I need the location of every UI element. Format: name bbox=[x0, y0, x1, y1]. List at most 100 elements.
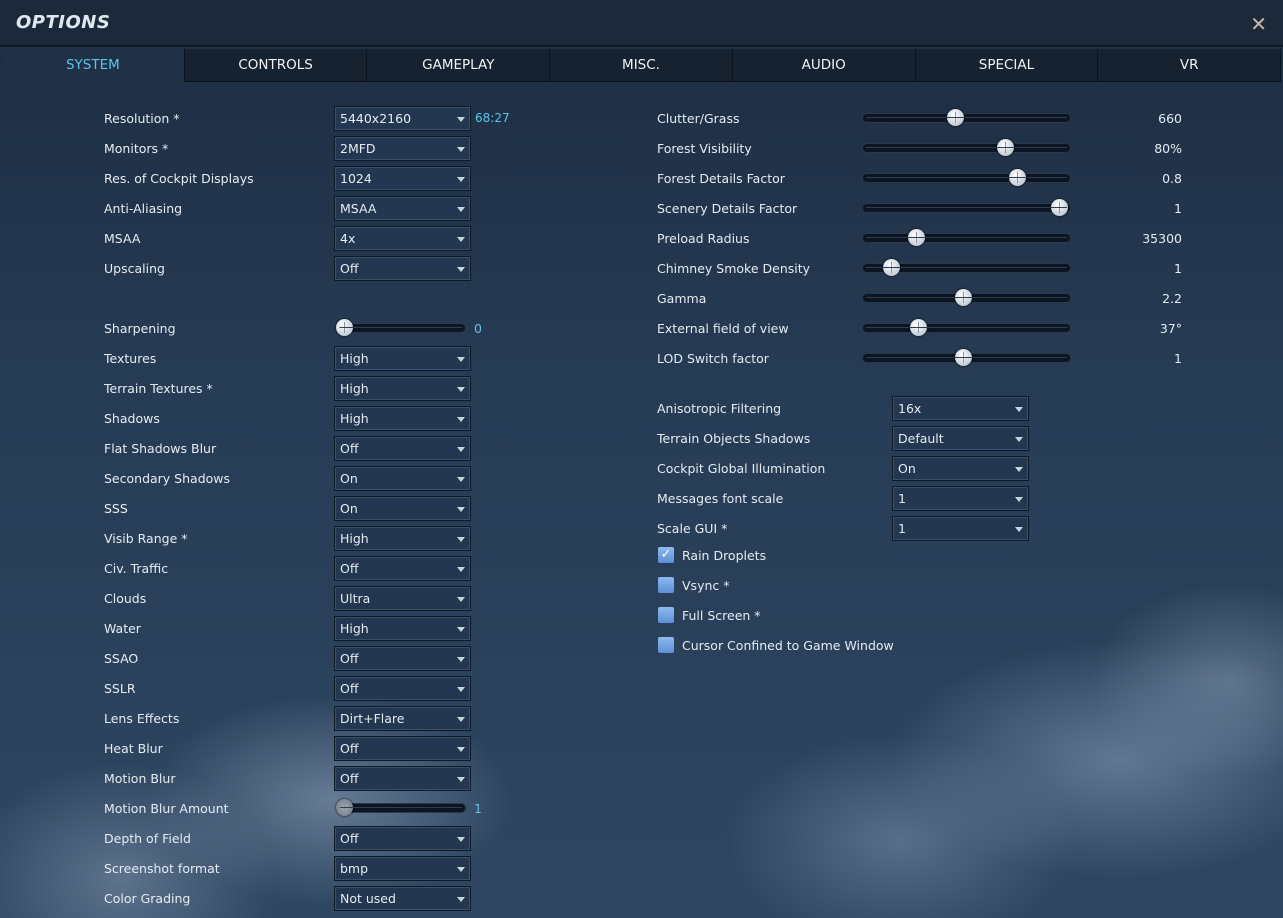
chevron-down-icon bbox=[457, 356, 465, 362]
upscaling-dropdown[interactable]: Off bbox=[334, 255, 471, 281]
depth-of-field-dropdown[interactable]: Off bbox=[334, 825, 471, 851]
slider-thumb[interactable] bbox=[910, 319, 928, 336]
slider-thumb[interactable] bbox=[908, 229, 926, 246]
msaa-dropdown[interactable]: 4x bbox=[334, 225, 471, 251]
anisotropic-filtering-dropdown[interactable]: 16x bbox=[892, 395, 1029, 421]
sharpening-slider[interactable] bbox=[336, 319, 466, 336]
cursor-confined-to-game-window-label[interactable]: Cursor Confined to Game Window bbox=[682, 637, 894, 653]
motion-blur-label: Motion Blur bbox=[104, 770, 176, 786]
textures-dropdown[interactable]: High bbox=[334, 345, 471, 371]
anisotropic-filtering-label: Anisotropic Filtering bbox=[657, 400, 782, 416]
motion-blur-amount-label: Motion Blur Amount bbox=[104, 800, 229, 816]
flat-shadows-blur-dropdown[interactable]: Off bbox=[334, 435, 471, 461]
slider-thumb[interactable] bbox=[997, 139, 1015, 156]
chevron-down-icon bbox=[457, 206, 465, 212]
visib-range-value: High bbox=[340, 530, 369, 546]
motion-blur-amount-slider[interactable] bbox=[336, 799, 466, 816]
screenshot-format-value: bmp bbox=[340, 860, 369, 876]
terrain-textures-dropdown[interactable]: High bbox=[334, 375, 471, 401]
ssao-dropdown[interactable]: Off bbox=[334, 645, 471, 671]
right-group-checkboxes: ✓ Rain Droplets Vsync * Full Screen * Cursor… bbox=[657, 540, 1057, 660]
slider-thumb[interactable] bbox=[946, 109, 964, 126]
forest-visibility-slider[interactable] bbox=[862, 139, 1071, 156]
slider-thumb[interactable] bbox=[1008, 169, 1026, 186]
water-dropdown[interactable]: High bbox=[334, 615, 471, 641]
sslr-value: Off bbox=[340, 680, 359, 696]
forest-details-factor-label: Forest Details Factor bbox=[657, 170, 785, 186]
tab-system[interactable]: SYSTEM bbox=[2, 49, 185, 82]
terrain-objects-shadows-dropdown[interactable]: Default bbox=[892, 425, 1029, 451]
anisotropic-filtering-value: 16x bbox=[898, 400, 922, 416]
tab-gameplay[interactable]: GAMEPLAY bbox=[367, 49, 551, 82]
resolution-label: Resolution * bbox=[104, 110, 180, 126]
chevron-down-icon bbox=[457, 146, 465, 152]
sslr-label: SSLR bbox=[104, 680, 136, 696]
rain-droplets-label[interactable]: Rain Droplets bbox=[682, 547, 767, 563]
slider-thumb[interactable] bbox=[954, 349, 972, 366]
resolution-dropdown[interactable]: 5440x2160 bbox=[334, 105, 471, 131]
preload-radius-slider[interactable] bbox=[862, 229, 1071, 246]
visib-range-dropdown[interactable]: High bbox=[334, 525, 471, 551]
setting-row-anti-aliasing: Anti-Aliasing MSAA bbox=[104, 193, 524, 223]
slider-thumb[interactable] bbox=[336, 319, 353, 336]
external-field-of-view-slider[interactable] bbox=[862, 319, 1071, 336]
tab-audio[interactable]: AUDIO bbox=[732, 49, 916, 82]
secondary-shadows-value: On bbox=[340, 470, 358, 486]
secondary-shadows-dropdown[interactable]: On bbox=[334, 465, 471, 491]
shadows-dropdown[interactable]: High bbox=[334, 405, 471, 431]
terrain-objects-shadows-value: Default bbox=[898, 430, 944, 446]
water-value: High bbox=[340, 620, 369, 636]
slider-thumb[interactable] bbox=[1051, 199, 1069, 216]
anti-aliasing-dropdown[interactable]: MSAA bbox=[334, 195, 471, 221]
setting-row-external-field-of-view: External field of view 37° bbox=[657, 313, 1182, 343]
civ-traffic-label: Civ. Traffic bbox=[104, 560, 169, 576]
screenshot-format-dropdown[interactable]: bmp bbox=[334, 855, 471, 881]
monitors-value: 2MFD bbox=[340, 140, 376, 156]
clutter-grass-slider[interactable] bbox=[862, 109, 1071, 126]
civ-traffic-dropdown[interactable]: Off bbox=[334, 555, 471, 581]
sss-dropdown[interactable]: On bbox=[334, 495, 471, 521]
clutter-grass-label: Clutter/Grass bbox=[657, 110, 740, 126]
chevron-down-icon bbox=[1015, 466, 1023, 472]
full-screen-checkbox[interactable] bbox=[658, 607, 674, 623]
setting-row-sslr: SSLR Off bbox=[104, 673, 524, 703]
monitors-dropdown[interactable]: 2MFD bbox=[334, 135, 471, 161]
flat-shadows-blur-value: Off bbox=[340, 440, 359, 456]
tab-controls[interactable]: CONTROLS bbox=[184, 49, 368, 82]
scale-gui-dropdown[interactable]: 1 bbox=[892, 515, 1029, 541]
motion-blur-value: Off bbox=[340, 770, 359, 786]
vsync-label[interactable]: Vsync * bbox=[682, 577, 730, 593]
water-label: Water bbox=[104, 620, 141, 636]
lod-switch-factor-slider[interactable] bbox=[862, 349, 1071, 366]
res-of-cockpit-displays-dropdown[interactable]: 1024 bbox=[334, 165, 471, 191]
scenery-details-factor-value: 1 bbox=[1174, 200, 1182, 216]
vsync-checkbox[interactable] bbox=[658, 577, 674, 593]
cursor-confined-to-game-window-checkbox[interactable] bbox=[658, 637, 674, 653]
messages-font-scale-dropdown[interactable]: 1 bbox=[892, 485, 1029, 511]
scenery-details-factor-slider[interactable] bbox=[862, 199, 1071, 216]
tab-misc[interactable]: MISC. bbox=[550, 49, 733, 82]
color-grading-value: Not used bbox=[340, 890, 396, 906]
clouds-dropdown[interactable]: Ultra bbox=[334, 585, 471, 611]
title-bar: OPTIONS ✕ bbox=[0, 0, 1283, 47]
setting-row-shadows: Shadows High bbox=[104, 403, 524, 433]
full-screen-label[interactable]: Full Screen * bbox=[682, 607, 761, 623]
gamma-slider[interactable] bbox=[862, 289, 1071, 306]
color-grading-dropdown[interactable]: Not used bbox=[334, 885, 471, 911]
tab-special[interactable]: SPECIAL bbox=[915, 49, 1099, 82]
motion-blur-dropdown[interactable]: Off bbox=[334, 765, 471, 791]
tab-vr[interactable]: VR bbox=[1098, 49, 1282, 82]
lens-effects-dropdown[interactable]: Dirt+Flare bbox=[334, 705, 471, 731]
slider-thumb[interactable] bbox=[954, 289, 972, 306]
forest-visibility-label: Forest Visibility bbox=[657, 140, 752, 156]
heat-blur-dropdown[interactable]: Off bbox=[334, 735, 471, 761]
close-icon[interactable]: ✕ bbox=[1250, 12, 1267, 36]
rain-droplets-checkbox-checked[interactable]: ✓ bbox=[658, 547, 674, 563]
slider-thumb[interactable] bbox=[883, 259, 901, 276]
forest-details-factor-slider[interactable] bbox=[862, 169, 1071, 186]
slider-thumb[interactable] bbox=[336, 799, 353, 816]
setting-row-gamma: Gamma 2.2 bbox=[657, 283, 1182, 313]
cockpit-global-illumination-dropdown[interactable]: On bbox=[892, 455, 1029, 481]
chimney-smoke-density-slider[interactable] bbox=[862, 259, 1071, 276]
sslr-dropdown[interactable]: Off bbox=[334, 675, 471, 701]
